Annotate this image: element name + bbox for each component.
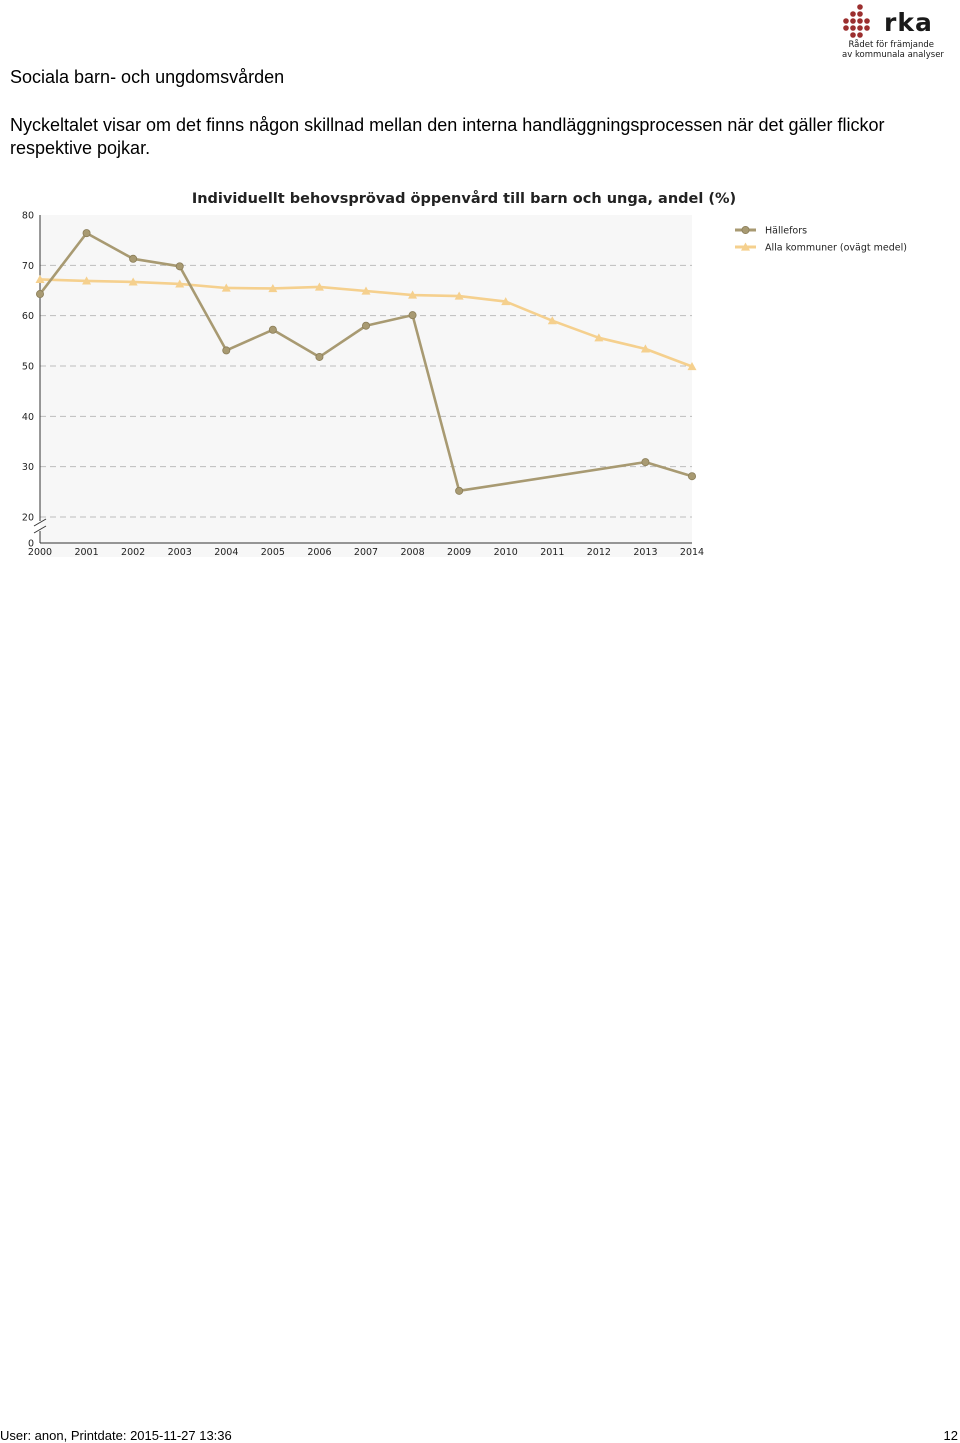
legend-label: Hällefors bbox=[765, 226, 807, 237]
legend-swatch-marker bbox=[741, 242, 750, 251]
x-tick-label: 2007 bbox=[354, 547, 378, 558]
y-tick-label: 80 bbox=[22, 211, 34, 222]
y-tick-label: 70 bbox=[22, 261, 34, 272]
data-point bbox=[128, 277, 138, 286]
data-point bbox=[454, 291, 464, 300]
logo-tagline-1: Rådet för främjande bbox=[848, 40, 934, 50]
x-tick-label: 2003 bbox=[168, 547, 192, 558]
data-point bbox=[594, 333, 604, 342]
logo-tagline-2: av kommunala analyser bbox=[842, 50, 944, 60]
logo-dot bbox=[857, 32, 863, 38]
data-point bbox=[268, 325, 277, 334]
x-tick-label: 2012 bbox=[587, 547, 611, 558]
logo-dot bbox=[857, 4, 863, 10]
x-tick-label: 2001 bbox=[74, 547, 98, 558]
chart-title: Individuellt behovsprövad öppenvård till… bbox=[192, 190, 736, 207]
rka-logo-mark bbox=[843, 4, 870, 38]
x-tick-label: 2000 bbox=[28, 547, 52, 558]
x-tick-label: 2006 bbox=[307, 547, 331, 558]
footer-user-printdate: User: anon, Printdate: 2015-11-27 13:36 bbox=[0, 1428, 232, 1443]
data-point bbox=[222, 346, 231, 355]
line-chart: Individuellt behovsprövad öppenvård till… bbox=[22, 190, 907, 558]
logo-dot bbox=[857, 25, 863, 31]
x-tick-label: 2005 bbox=[261, 547, 285, 558]
y-tick-label: 30 bbox=[22, 462, 34, 473]
data-point bbox=[408, 311, 417, 320]
axis-break-mark bbox=[33, 525, 47, 534]
logo-dot bbox=[864, 25, 870, 31]
data-point bbox=[361, 321, 370, 330]
x-tick-label: 2011 bbox=[540, 547, 564, 558]
x-tick-label: 2002 bbox=[121, 547, 145, 558]
logo-wordmark: rka bbox=[884, 8, 933, 37]
logo-dot bbox=[850, 18, 856, 24]
data-point bbox=[687, 362, 697, 371]
data-point bbox=[36, 290, 45, 299]
logo-dot bbox=[843, 25, 849, 31]
intro-text: Nyckeltalet visar om det finns någon ski… bbox=[10, 115, 885, 158]
logo-dot bbox=[850, 25, 856, 31]
x-tick-label: 2009 bbox=[447, 547, 471, 558]
data-point bbox=[314, 282, 324, 291]
data-point bbox=[82, 276, 92, 285]
footer-page-number: 12 bbox=[943, 1428, 958, 1443]
x-tick-label: 2004 bbox=[214, 547, 238, 558]
data-point bbox=[82, 229, 91, 238]
data-point bbox=[221, 283, 231, 292]
data-point bbox=[640, 344, 650, 353]
data-point bbox=[175, 279, 185, 288]
rka-logo: rka Rådet för främjande av kommunala ana… bbox=[838, 4, 944, 60]
data-point bbox=[501, 297, 511, 306]
legend-label: Alla kommuner (ovägt medel) bbox=[765, 243, 907, 254]
logo-dot bbox=[864, 18, 870, 24]
data-point bbox=[175, 262, 184, 271]
plot-background bbox=[40, 215, 692, 557]
x-tick-label: 2013 bbox=[633, 547, 657, 558]
page-title: Sociala barn- och ungdomsvården bbox=[10, 67, 285, 87]
y-tick-label: 60 bbox=[22, 311, 34, 322]
logo-dot bbox=[850, 11, 856, 17]
data-point bbox=[129, 254, 138, 263]
y-tick-label: 0 bbox=[28, 539, 34, 550]
y-tick-label: 20 bbox=[22, 513, 34, 524]
legend-swatch-marker bbox=[741, 226, 750, 235]
data-point bbox=[455, 486, 464, 495]
x-tick-label: 2014 bbox=[680, 547, 704, 558]
x-tick-label: 2010 bbox=[494, 547, 518, 558]
series-line bbox=[38, 231, 693, 493]
data-point bbox=[688, 472, 697, 481]
data-point bbox=[547, 316, 557, 325]
logo-dot bbox=[850, 32, 856, 38]
data-point bbox=[408, 290, 418, 299]
y-tick-label: 40 bbox=[22, 412, 34, 423]
axis-break-mark bbox=[33, 518, 47, 527]
data-point bbox=[641, 458, 650, 467]
logo-dot bbox=[857, 11, 863, 17]
logo-dot bbox=[857, 18, 863, 24]
y-tick-label: 50 bbox=[22, 362, 34, 373]
data-point bbox=[268, 283, 278, 293]
data-point bbox=[361, 286, 371, 295]
data-point bbox=[315, 352, 324, 361]
x-tick-label: 2008 bbox=[400, 547, 424, 558]
data-point bbox=[35, 274, 45, 284]
logo-dot bbox=[843, 18, 849, 24]
